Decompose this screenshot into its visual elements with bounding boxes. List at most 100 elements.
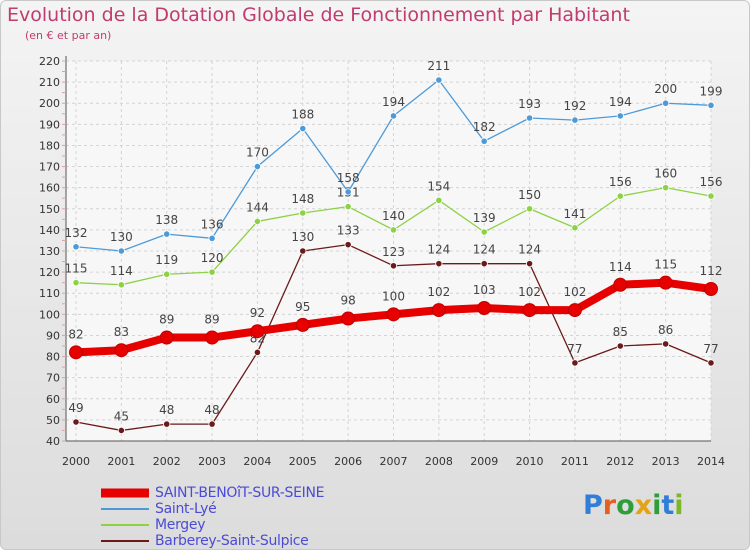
x-tick-label: 2001	[107, 455, 135, 468]
data-label: 112	[700, 264, 723, 278]
logo-letter: r	[602, 490, 617, 521]
logo-letter: o	[616, 490, 635, 521]
x-tick-label: 2006	[334, 455, 362, 468]
data-point	[658, 275, 673, 290]
y-tick-label: 170	[39, 161, 60, 174]
data-label: 156	[609, 175, 632, 189]
data-label: 194	[382, 95, 405, 109]
x-tick-label: 2004	[243, 455, 271, 468]
data-point	[117, 247, 125, 255]
data-label: 158	[337, 171, 360, 185]
chart-subtitle: (en € et par an)	[25, 29, 112, 42]
logo-letter: t	[661, 490, 675, 521]
x-tick-label: 2007	[380, 455, 408, 468]
x-tick-label: 2014	[697, 455, 725, 468]
data-point	[295, 317, 310, 332]
y-tick-label: 210	[39, 76, 60, 89]
data-label: 102	[427, 285, 450, 299]
data-point	[299, 209, 307, 217]
data-point	[480, 260, 488, 268]
data-point	[114, 343, 129, 358]
data-label: 156	[700, 175, 723, 189]
data-point	[389, 112, 398, 120]
data-point	[72, 418, 80, 426]
proxiti-logo: Proxiti	[583, 490, 684, 521]
legend-swatch-barberey	[101, 540, 149, 542]
legend-label: Barberey-Saint-Sulpice	[155, 533, 309, 549]
data-point	[662, 99, 670, 107]
data-point	[117, 426, 125, 435]
data-label: 188	[291, 108, 314, 122]
data-point	[253, 162, 262, 171]
data-label: 211	[427, 59, 450, 73]
data-label: 86	[658, 323, 673, 337]
x-tick-label: 2008	[425, 455, 453, 468]
data-point	[480, 137, 488, 145]
data-point	[522, 303, 537, 318]
logo-letter: i	[652, 490, 662, 521]
data-label: 119	[155, 253, 178, 267]
x-tick-label: 2013	[652, 455, 680, 468]
x-tick-label: 2002	[153, 455, 181, 468]
y-tick-label: 120	[39, 266, 60, 279]
y-tick-label: 190	[39, 118, 60, 131]
data-point	[707, 101, 715, 109]
data-point	[117, 281, 125, 289]
data-point	[389, 226, 398, 234]
logo-letter: P	[583, 490, 603, 521]
data-label: 199	[700, 84, 723, 98]
y-tick-label: 40	[46, 435, 60, 448]
data-point	[344, 188, 352, 196]
data-label: 89	[204, 313, 219, 327]
data-point	[69, 345, 83, 360]
data-label: 138	[155, 213, 178, 227]
x-tick-label: 2009	[470, 455, 498, 468]
data-label: 45	[114, 409, 129, 423]
data-label: 132	[65, 226, 88, 240]
data-label: 133	[337, 224, 360, 238]
data-label: 98	[341, 294, 356, 308]
data-label: 136	[201, 217, 224, 231]
data-label: 102	[563, 285, 586, 299]
data-label: 144	[246, 200, 269, 214]
data-label: 124	[473, 243, 496, 257]
data-point	[344, 241, 352, 249]
data-point	[435, 76, 443, 84]
data-label: 89	[159, 313, 174, 327]
data-point	[571, 359, 579, 367]
data-label: 130	[110, 230, 133, 244]
legend-swatch-saint-lye	[101, 508, 149, 510]
data-label: 77	[703, 342, 718, 356]
data-label: 154	[427, 179, 450, 193]
data-label: 114	[110, 264, 133, 278]
x-tick-label: 2005	[289, 455, 317, 468]
data-point	[616, 342, 624, 350]
data-label: 140	[382, 209, 405, 223]
data-point	[616, 192, 624, 200]
x-tick-label: 2010	[516, 455, 544, 468]
x-tick-label: 2012	[606, 455, 634, 468]
data-label: 48	[159, 403, 174, 417]
data-label: 124	[518, 243, 541, 257]
data-label: 194	[609, 95, 632, 109]
data-label: 200	[654, 82, 677, 96]
data-point	[253, 217, 262, 226]
data-point	[567, 303, 582, 318]
data-label: 120	[201, 251, 224, 265]
data-label: 123	[382, 245, 405, 259]
data-label: 115	[654, 258, 677, 272]
data-point	[525, 114, 534, 122]
data-point	[480, 228, 488, 236]
data-point	[163, 230, 171, 238]
data-point	[163, 420, 171, 428]
data-label: 77	[567, 342, 582, 356]
y-tick-label: 180	[39, 139, 60, 152]
data-point	[662, 340, 670, 348]
y-tick-label: 110	[39, 287, 60, 300]
data-point	[344, 203, 352, 211]
y-tick-label: 90	[46, 329, 60, 342]
x-tick-label: 2011	[561, 455, 589, 468]
data-point	[571, 116, 579, 124]
data-label: 48	[204, 403, 219, 417]
